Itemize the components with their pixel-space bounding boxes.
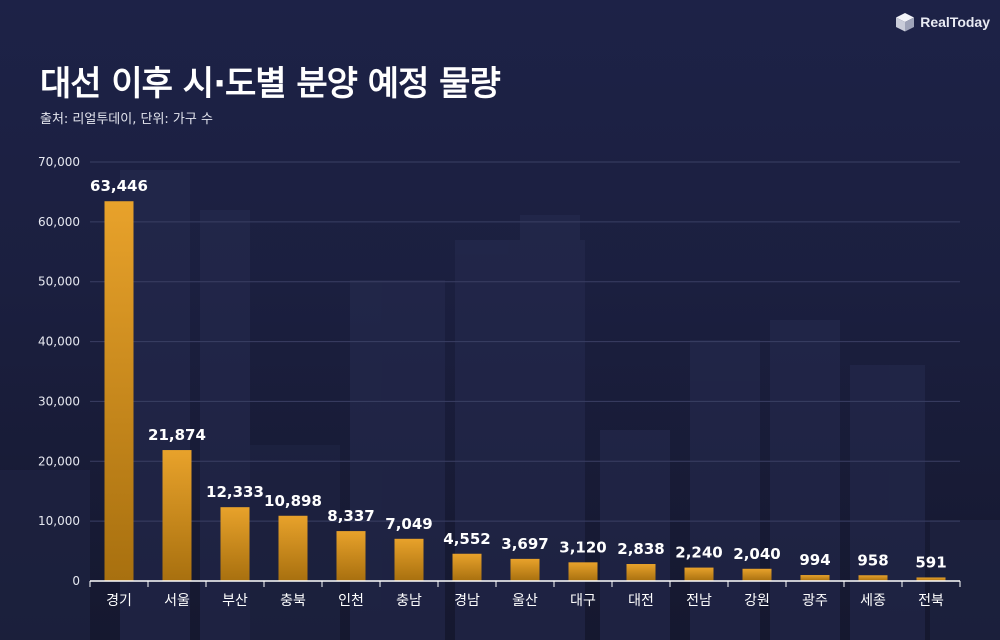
category-label: 강원 <box>744 593 770 609</box>
category-label: 전북 <box>918 593 944 609</box>
bar <box>742 568 772 581</box>
bar <box>452 553 482 581</box>
bar <box>684 567 714 581</box>
category-label: 경기 <box>106 593 132 609</box>
bar <box>800 575 830 581</box>
category-label: 부산 <box>222 593 248 609</box>
category-label: 인천 <box>338 593 364 609</box>
bar <box>858 575 888 581</box>
value-label: 63,446 <box>90 177 148 195</box>
source-note: 출처: 리얼투데이, 단위: 가구 수 <box>40 112 213 127</box>
y-tick-label: 40,000 <box>38 335 80 349</box>
value-label: 2,838 <box>617 540 664 558</box>
value-label: 958 <box>857 551 888 569</box>
bar <box>162 450 192 581</box>
value-label: 994 <box>799 551 830 569</box>
y-tick-label: 10,000 <box>38 514 80 528</box>
category-label: 충남 <box>396 593 422 609</box>
value-label: 591 <box>915 553 946 571</box>
logo-text: RealToday <box>920 14 990 30</box>
bar <box>278 515 308 581</box>
bar <box>510 558 540 581</box>
bar <box>394 538 424 581</box>
bar <box>104 201 134 581</box>
category-label: 대구 <box>570 593 596 609</box>
value-label: 2,040 <box>733 545 780 563</box>
category-label: 전남 <box>686 593 712 609</box>
category-label: 경남 <box>454 593 480 609</box>
value-label: 2,240 <box>675 544 722 562</box>
category-label: 대전 <box>628 593 654 609</box>
realtoday-logo: RealToday <box>894 10 990 34</box>
y-tick-label: 50,000 <box>38 275 80 289</box>
value-label: 10,898 <box>264 492 322 510</box>
category-labels: 경기 서울 부산 충북 인천 충남 경남 울산 대구 대전 전남 강원 광주 세종 전북 <box>106 593 944 609</box>
value-labels: 63,446 21,874 12,333 10,898 8,337 7,049 4,552 3… <box>90 177 947 571</box>
value-label: 3,120 <box>559 538 606 556</box>
bar <box>220 507 250 581</box>
y-axis-ticks: 0 10,000 20,000 30,000 40,000 50,000 60,000 70,… <box>38 155 80 588</box>
value-label: 3,697 <box>501 535 548 553</box>
category-label: 충북 <box>280 593 306 609</box>
category-label: 서울 <box>164 593 190 609</box>
y-tick-label: 70,000 <box>38 155 80 169</box>
value-label: 12,333 <box>206 483 264 501</box>
value-label: 8,337 <box>327 507 374 525</box>
y-tick-label: 0 <box>72 574 80 588</box>
value-label: 7,049 <box>385 515 432 533</box>
bar <box>626 564 656 581</box>
gridlines <box>90 161 960 522</box>
bar <box>568 562 598 581</box>
x-axis <box>89 580 961 587</box>
y-tick-label: 20,000 <box>38 454 80 468</box>
cube-logo-icon <box>896 13 915 32</box>
value-label: 21,874 <box>148 426 206 444</box>
y-tick-label: 30,000 <box>38 394 80 408</box>
category-label: 울산 <box>512 593 538 609</box>
bar <box>336 531 366 581</box>
value-label: 4,552 <box>443 530 490 548</box>
category-label: 광주 <box>802 593 828 609</box>
y-tick-label: 60,000 <box>38 215 80 229</box>
bar <box>916 577 946 581</box>
page-title: 대선 이후 시·도별 분양 예정 물량 <box>40 64 501 104</box>
category-label: 세종 <box>860 593 886 609</box>
bars <box>104 201 946 581</box>
